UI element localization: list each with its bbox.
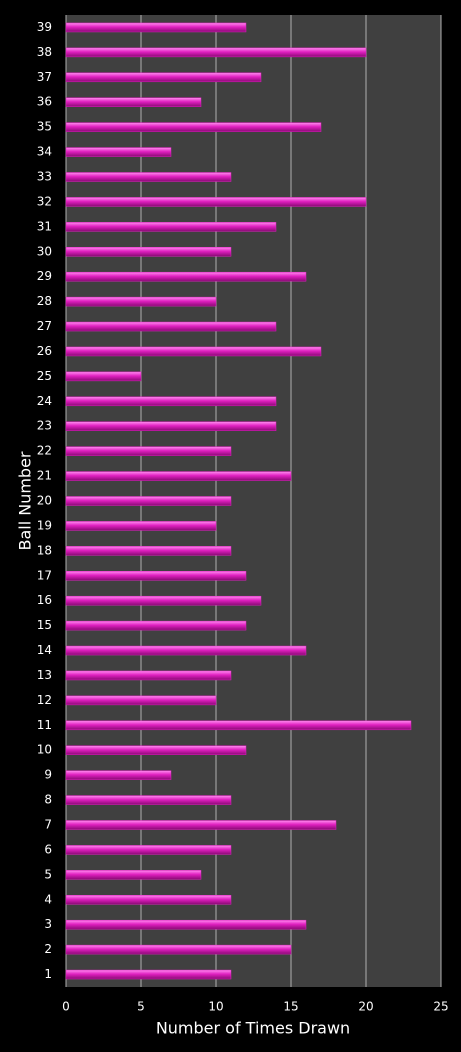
y-tick-label: 29 (37, 269, 52, 283)
bar (65, 72, 262, 83)
bar (65, 595, 262, 606)
y-tick-label: 35 (37, 120, 52, 134)
y-tick-label: 32 (37, 194, 52, 208)
bar (65, 670, 232, 681)
bar (65, 97, 202, 107)
y-tick-label: 9 (44, 768, 52, 782)
bar (65, 695, 217, 706)
x-tick-label: 25 (433, 1000, 448, 1014)
y-tick-label: 37 (37, 70, 52, 84)
y-tick-label: 33 (37, 170, 52, 184)
y-tick-label: 15 (37, 618, 52, 632)
x-axis-title: Number of Times Drawn (156, 1019, 350, 1038)
x-tick-label: 0 (62, 1000, 70, 1014)
y-tick-label: 22 (37, 444, 52, 458)
x-tick-label: 20 (358, 1000, 373, 1014)
bar (65, 795, 232, 805)
y-tick-label: 19 (37, 518, 52, 532)
bar (65, 745, 247, 755)
y-tick-label: 34 (37, 145, 52, 159)
y-tick-label: 14 (37, 643, 52, 657)
bar (65, 969, 232, 980)
y-tick-label: 4 (44, 892, 52, 906)
bar (65, 820, 337, 830)
bar (65, 296, 217, 307)
bar (65, 521, 217, 531)
bar (65, 496, 232, 506)
y-tick-label: 20 (37, 494, 52, 508)
bar (65, 571, 247, 581)
bar (65, 620, 247, 631)
y-tick-label: 24 (37, 394, 52, 408)
bar (65, 845, 232, 855)
y-tick-label: 8 (44, 793, 52, 807)
bar (65, 47, 367, 58)
y-tick-label: 11 (37, 718, 52, 732)
y-tick-label: 28 (37, 294, 52, 308)
y-tick-label: 2 (44, 942, 52, 956)
bar (65, 645, 307, 656)
bar (65, 247, 232, 257)
y-tick-label: 36 (37, 95, 52, 109)
bar (65, 546, 232, 556)
y-tick-label: 17 (37, 568, 52, 582)
y-tick-label: 23 (37, 419, 52, 433)
bar (65, 421, 277, 431)
bar (65, 919, 307, 930)
bar (65, 122, 322, 132)
bar (65, 22, 247, 33)
bar (65, 172, 232, 182)
y-tick-label: 26 (37, 344, 52, 358)
bar (65, 321, 277, 332)
x-tick-label: 10 (208, 1000, 223, 1014)
y-tick-label: 7 (44, 818, 52, 832)
y-tick-label: 39 (37, 20, 52, 34)
x-tick-label: 15 (283, 1000, 298, 1014)
y-tick-label: 1 (44, 967, 52, 981)
y-tick-label: 12 (37, 693, 52, 707)
y-tick-label: 13 (37, 668, 52, 682)
bar (65, 770, 172, 780)
y-tick-label: 18 (37, 543, 52, 557)
y-axis-title: Ball Number (16, 451, 35, 550)
bar (65, 147, 172, 157)
y-tick-label: 27 (37, 319, 52, 333)
y-tick-label: 21 (37, 469, 52, 483)
y-tick-label: 30 (37, 244, 52, 258)
y-tick-label: 38 (37, 45, 52, 59)
y-tick-label: 16 (37, 593, 52, 607)
y-tick-label: 3 (44, 917, 52, 931)
y-tick-label: 10 (37, 743, 52, 757)
bar (65, 720, 412, 731)
bar (65, 396, 277, 407)
bar (65, 895, 232, 905)
y-tick-label: 5 (44, 867, 52, 881)
bar (65, 271, 307, 282)
y-tick-label: 6 (44, 842, 52, 856)
bar (65, 944, 292, 955)
bar (65, 346, 322, 357)
bar (65, 471, 292, 481)
bar (65, 446, 232, 456)
bar (65, 371, 142, 382)
y-tick-label: 31 (37, 219, 52, 233)
bar (65, 222, 277, 232)
x-tick-label: 5 (137, 1000, 145, 1014)
bar (65, 197, 367, 207)
bar (65, 870, 202, 880)
y-tick-label: 25 (37, 369, 52, 383)
